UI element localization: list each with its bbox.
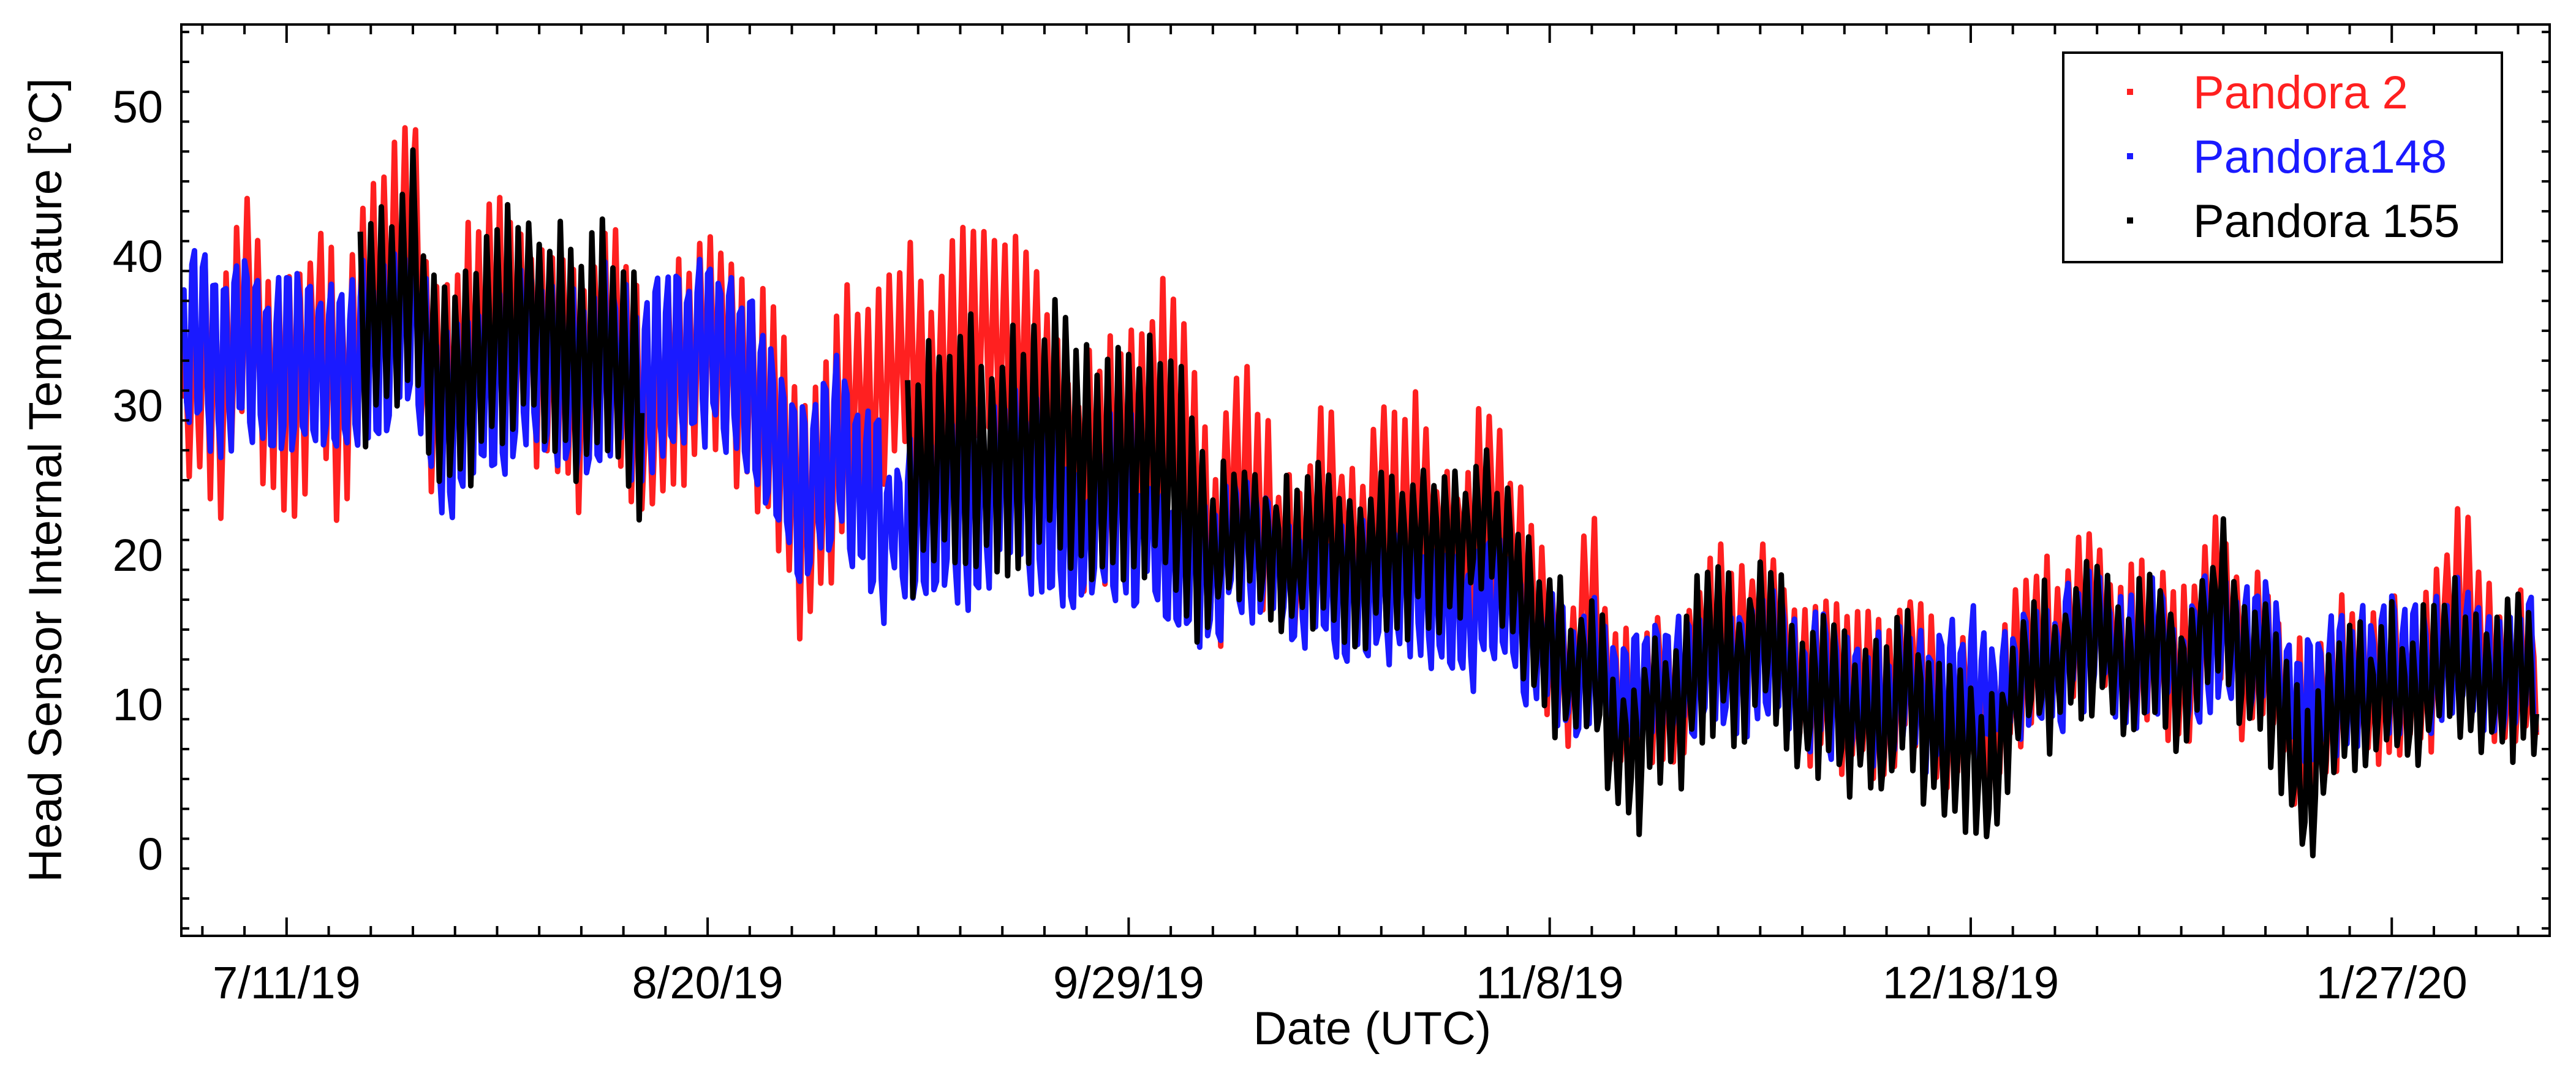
x-tick-label: 8/20/19 bbox=[632, 957, 784, 1008]
x-axis-label: Date (UTC) bbox=[1253, 1003, 1491, 1055]
series-pandora-155 bbox=[357, 147, 2539, 859]
legend: Pandora 2 Pandora148 Pandora 155 bbox=[2062, 51, 2503, 263]
y-axis-tick-labels: 0 10 20 30 40 50 bbox=[113, 81, 163, 879]
x-tick-label: 1/27/20 bbox=[2316, 957, 2468, 1008]
legend-label-pandora-155: Pandora 155 bbox=[2193, 195, 2460, 247]
y-tick-label: 30 bbox=[113, 380, 163, 431]
y-tick-label: 50 bbox=[113, 81, 163, 132]
legend-marker-pandora148 bbox=[2127, 153, 2133, 159]
series-line bbox=[357, 147, 2539, 859]
x-axis-tick-labels: 7/11/19 8/20/19 9/29/19 11/8/19 12/18/19 1/27… bbox=[213, 957, 2468, 1008]
legend-marker-pandora-2 bbox=[2127, 89, 2133, 95]
legend-marker-pandora-155 bbox=[2127, 217, 2133, 224]
y-axis-label: Head Sensor Internal Temperature [°C] bbox=[20, 78, 72, 882]
x-tick-label: 7/11/19 bbox=[213, 957, 360, 1008]
y-tick-label: 40 bbox=[113, 231, 163, 282]
x-axis-ticks bbox=[201, 24, 2520, 936]
y-tick-label: 0 bbox=[138, 829, 163, 879]
legend-label-pandora-2: Pandora 2 bbox=[2193, 67, 2408, 119]
y-axis-ticks bbox=[181, 31, 2550, 930]
y-tick-label: 10 bbox=[113, 679, 163, 730]
series-layer bbox=[181, 125, 2539, 859]
legend-box bbox=[2062, 51, 2503, 263]
y-tick-label: 20 bbox=[113, 530, 163, 581]
legend-label-pandora148: Pandora148 bbox=[2193, 131, 2447, 183]
x-tick-label: 11/8/19 bbox=[1476, 957, 1623, 1008]
x-tick-label: 9/29/19 bbox=[1053, 957, 1204, 1008]
x-tick-label: 12/18/19 bbox=[1883, 957, 2059, 1008]
